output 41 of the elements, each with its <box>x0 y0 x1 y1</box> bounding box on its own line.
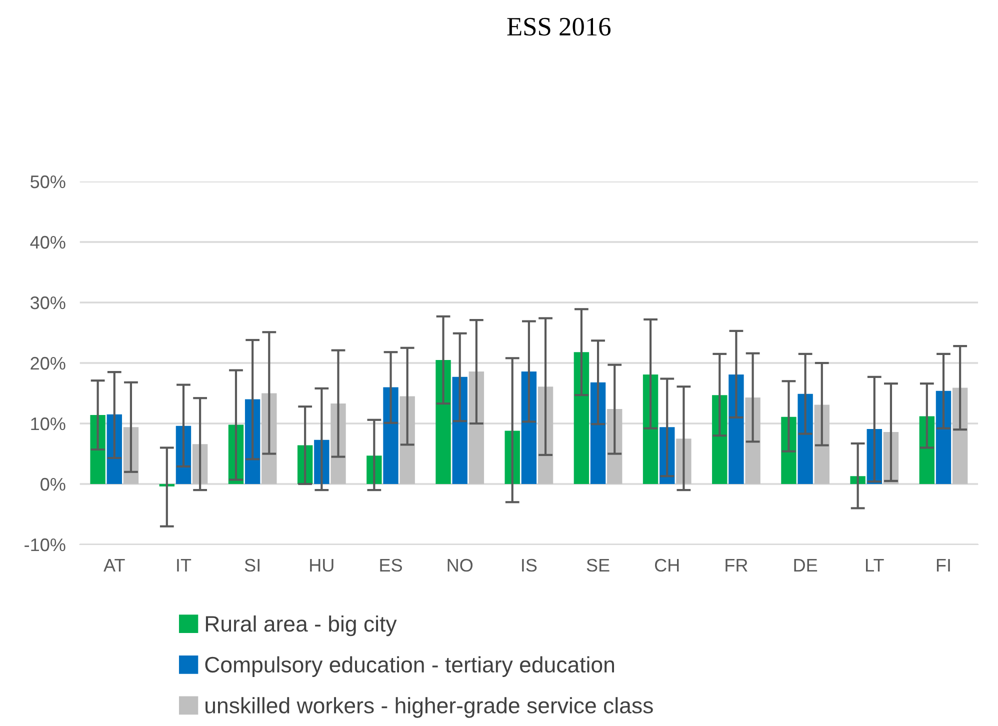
x-tick-label: FI <box>936 559 950 572</box>
x-tick-label: SE <box>586 558 610 572</box>
x-tick-label: AT <box>104 559 125 572</box>
y-tick-label: 10% <box>31 417 66 430</box>
bar <box>952 388 968 484</box>
legend-label: unskilled workers - higher-grade service class <box>206 697 653 718</box>
bar <box>712 395 728 484</box>
x-tick-label: IS <box>522 558 537 572</box>
bar <box>728 374 744 484</box>
x-tick-label: CH <box>655 558 679 572</box>
x-tick-label: ES <box>380 558 402 572</box>
chart-title: ESS 2016 <box>507 18 611 36</box>
bar <box>745 397 760 484</box>
x-tick-label: HU <box>310 559 334 572</box>
bar <box>642 374 658 484</box>
bar <box>468 371 484 484</box>
bar <box>452 376 468 484</box>
x-tick-label: IT <box>177 559 192 572</box>
y-tick-label: 20% <box>30 356 66 370</box>
bar <box>798 394 813 484</box>
x-tick-label: SI <box>244 558 260 572</box>
y-tick-label: 50% <box>30 175 66 188</box>
bar <box>814 404 830 484</box>
y-tick-label: 40% <box>30 236 66 249</box>
x-tick-label: FR <box>726 559 748 572</box>
bar <box>436 360 451 484</box>
x-tick-label: DE <box>794 559 818 572</box>
y-tick-label: 30% <box>30 296 66 310</box>
x-tick-label: LT <box>866 559 884 572</box>
bar <box>521 371 537 484</box>
bar <box>383 387 398 484</box>
legend-label: Rural area - big city <box>206 615 397 636</box>
bar <box>574 352 590 484</box>
legend-label: Compulsory education - tertiary education <box>205 656 614 677</box>
y-tick-label: 0% <box>40 478 66 491</box>
bar <box>400 396 415 484</box>
y-tick-label: -10% <box>24 538 66 552</box>
bar <box>919 416 935 484</box>
bar <box>590 382 606 484</box>
x-tick-label: NO <box>448 558 473 572</box>
bar <box>936 390 952 484</box>
